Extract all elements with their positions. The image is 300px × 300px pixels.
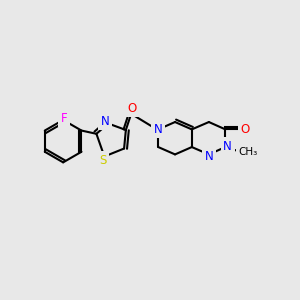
- Text: N: N: [154, 123, 163, 136]
- Text: N: N: [205, 150, 213, 163]
- Text: O: O: [241, 123, 250, 136]
- Text: CH₃: CH₃: [238, 147, 257, 157]
- Text: S: S: [99, 154, 106, 166]
- Text: N: N: [101, 115, 110, 128]
- Text: F: F: [60, 112, 67, 125]
- Text: O: O: [127, 102, 136, 115]
- Text: N: N: [224, 140, 232, 153]
